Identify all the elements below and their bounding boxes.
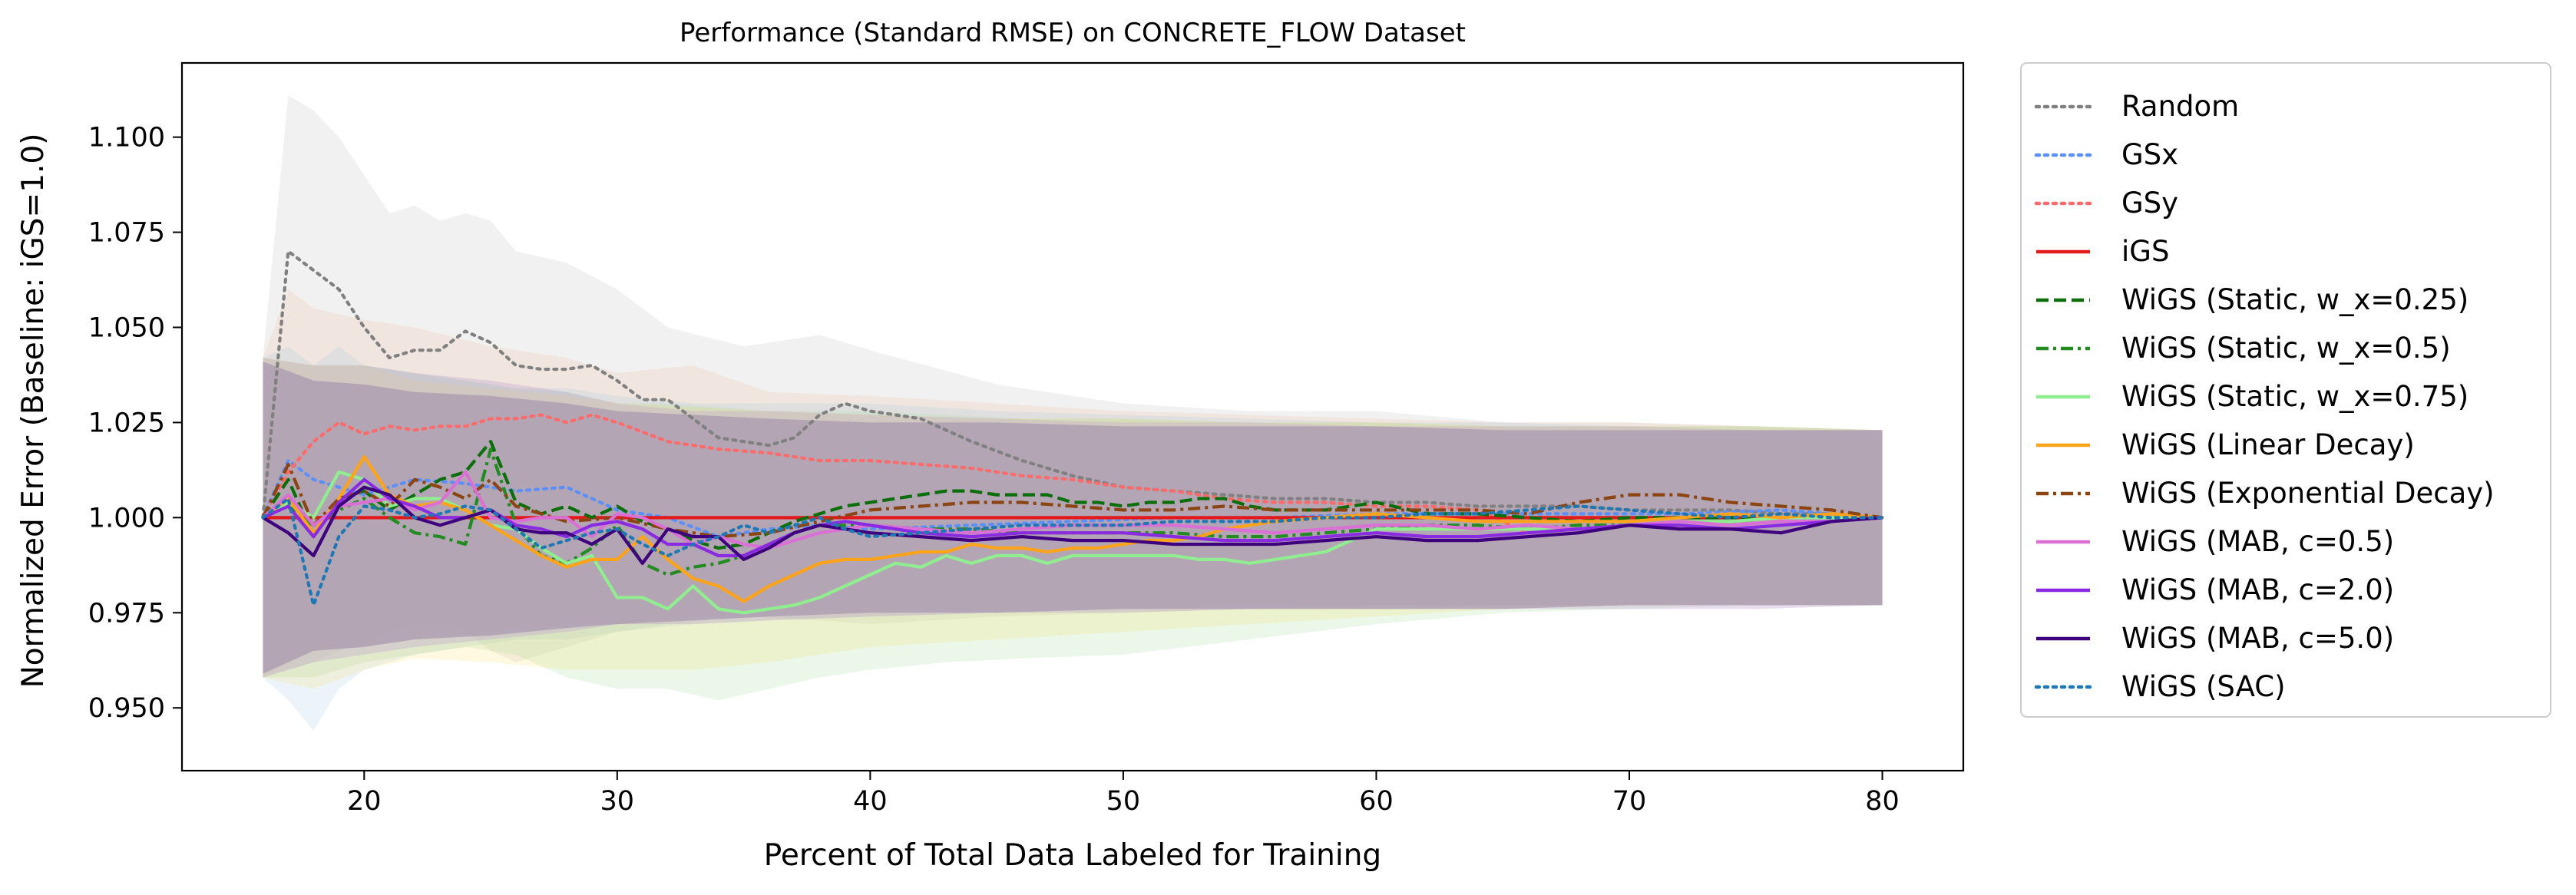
plot-frame xyxy=(180,61,1965,772)
x-tick-label: 30 xyxy=(600,786,635,817)
legend-label-gsy: GSy xyxy=(2121,187,2178,220)
x-tick-label: 20 xyxy=(347,786,382,817)
legend-label-wigs-static-w-x-0-25: WiGS (Static, w_x=0.25) xyxy=(2121,283,2469,316)
legend-label-wigs-static-w-x-0-75: WiGS (Static, w_x=0.75) xyxy=(2121,380,2469,413)
x-axis-label: Percent of Total Data Labeled for Traini… xyxy=(764,838,1381,873)
y-axis-label: Normalized Error (Baseline: iGS=1.0) xyxy=(16,134,51,689)
x-tick-label: 60 xyxy=(1359,786,1394,817)
x-tick-label: 70 xyxy=(1612,786,1647,817)
x-tick-label: 40 xyxy=(853,786,888,817)
x-tick-label: 80 xyxy=(1865,786,1900,817)
series-line-wigs-mab-c-0-5 xyxy=(262,470,1883,550)
y-tick-label: 0.950 xyxy=(88,693,165,724)
y-tick-label: 0.975 xyxy=(88,598,165,629)
series-line-wigs-exponential-decay xyxy=(261,462,1883,539)
legend-label-wigs-static-w-x-0-5: WiGS (Static, w_x=0.5) xyxy=(2121,332,2451,365)
legend-frame xyxy=(2020,62,2551,718)
y-tick-label: 1.025 xyxy=(88,408,165,438)
legend-label-wigs-mab-c-0-5: WiGS (MAB, c=0.5) xyxy=(2121,525,2394,558)
series-lines xyxy=(261,249,1884,615)
legend: Random GSx GSy iGS WiGS (Static, w_x=0.25) Wi… xyxy=(2020,62,2551,718)
y-tick-label: 1.050 xyxy=(88,313,165,344)
y-tick-label: 1.075 xyxy=(88,218,165,249)
y-tick-label: 1.100 xyxy=(88,123,165,154)
chart-title: Performance (Standard RMSE) on CONCRETE_… xyxy=(680,18,1466,48)
y-tick-label: 1.000 xyxy=(88,503,165,533)
legend-label-wigs-mab-c-2-0: WiGS (MAB, c=2.0) xyxy=(2121,573,2394,606)
series-line-wigs-mab-c-5-0 xyxy=(262,485,1883,565)
series-line-wigs-sac xyxy=(261,497,1884,607)
legend-label-wigs-sac: WiGS (SAC) xyxy=(2121,670,2286,703)
series-line-random xyxy=(261,249,1884,520)
legend-label-wigs-exponential-decay: WiGS (Exponential Decay) xyxy=(2121,477,2495,510)
series-line-gsx xyxy=(261,458,1884,539)
x-tick-label: 50 xyxy=(1106,786,1141,817)
x-axis-ticks: 20 30 40 50 60 70 80 xyxy=(347,771,1900,817)
series-line-wigs-linear-decay xyxy=(262,454,1883,603)
legend-label-wigs-mab-c-5-0: WiGS (MAB, c=5.0) xyxy=(2121,622,2394,655)
legend-label-wigs-linear-decay: WiGS (Linear Decay) xyxy=(2121,428,2415,461)
legend-label-random: Random xyxy=(2121,90,2239,123)
legend-label-igs: iGS xyxy=(2121,235,2169,268)
legend-label-gsx: GSx xyxy=(2121,138,2178,171)
y-axis-ticks: 0.950 0.975 1.000 1.025 1.050 1.075 1.100 xyxy=(88,123,182,724)
